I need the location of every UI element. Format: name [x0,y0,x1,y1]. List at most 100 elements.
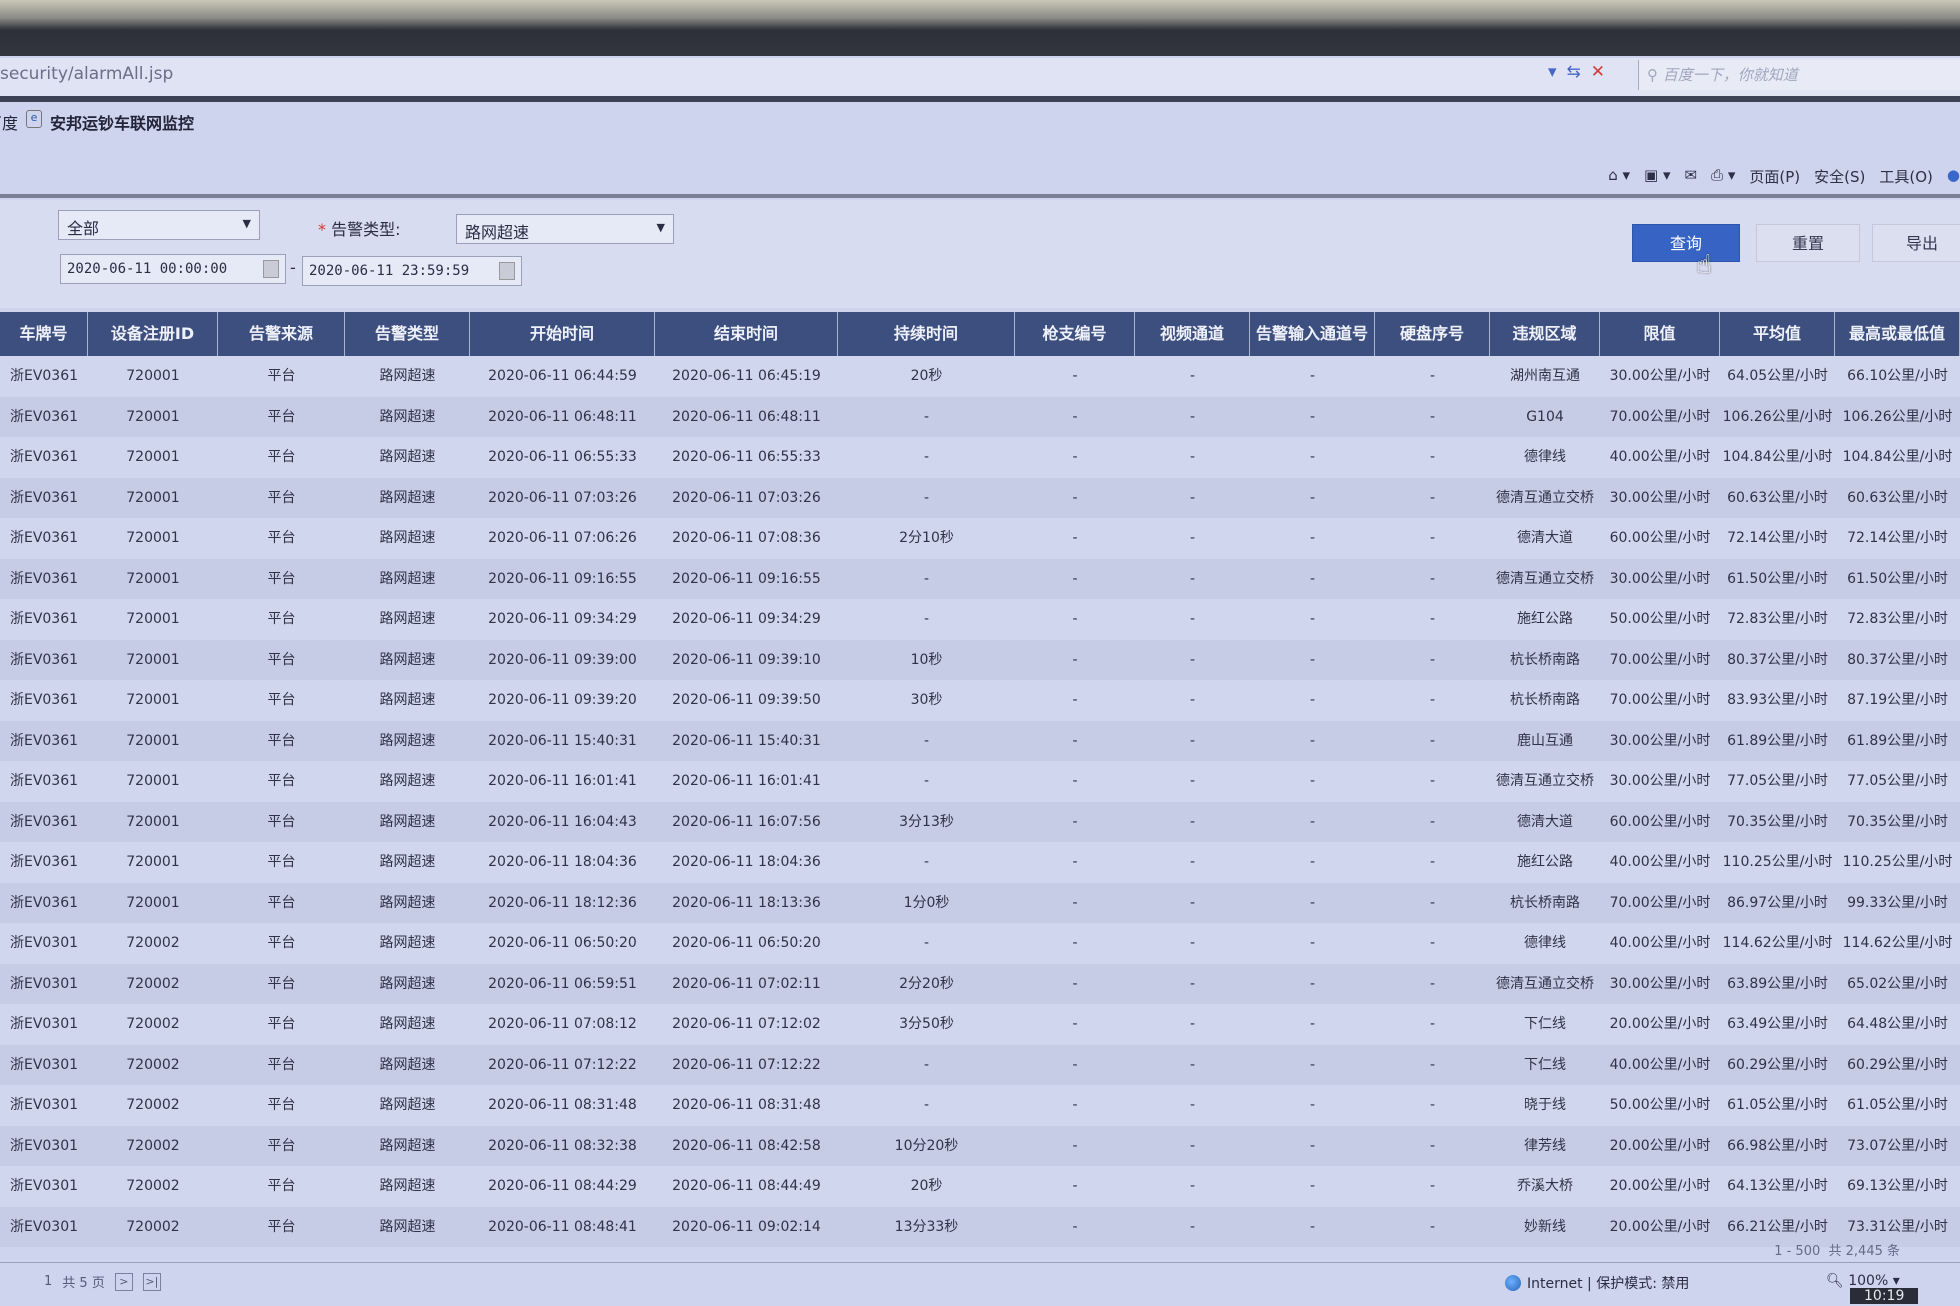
column-header-video-channel[interactable]: 视频通道 [1135,312,1250,356]
cell-video-channel: - [1189,530,1196,546]
column-header-gun-no[interactable]: 枪支编号 [1015,312,1135,356]
cell-start-time: 2020-06-11 08:32:38 [488,1137,637,1154]
home-icon[interactable]: ⌂ ▾ [1608,166,1631,184]
calendar-icon[interactable] [263,260,279,278]
column-header-type[interactable]: 告警类型 [345,312,470,356]
table-row[interactable]: 浙EV0361 720001 平台 路网超速 2020-06-11 09:34:29 20… [0,599,1960,640]
cell-peak: 80.37公里/小时 [1847,651,1948,668]
cell-area: 晓于线 [1524,1097,1566,1113]
table-row[interactable]: 浙EV0301 720002 平台 路网超速 2020-06-11 07:12:22 20… [0,1044,1960,1085]
cell-type: 路网超速 [379,489,436,506]
cell-plate: 浙EV0301 [9,975,79,992]
cell-peak: 64.48公里/小时 [1847,1016,1948,1032]
column-header-average[interactable]: 平均值 [1720,312,1835,356]
feeds-icon[interactable]: ▣ ▾ [1644,166,1671,184]
stop-icon[interactable]: ✕ [1590,62,1606,82]
table-row[interactable]: 浙EV0361 720001 平台 路网超速 2020-06-11 16:01:41 20… [0,761,1960,802]
current-page[interactable]: 1 [44,1274,53,1289]
query-button[interactable]: 查询 [1632,224,1740,262]
table-row[interactable]: 浙EV0361 720001 平台 路网超速 2020-06-11 09:39:20 20… [0,680,1960,721]
cell-type: 路网超速 [379,651,436,668]
cell-device-id: 720001 [126,692,180,708]
table-row[interactable]: 浙EV0361 720001 平台 路网超速 2020-06-11 18:04:36 20… [0,842,1960,883]
table-row[interactable]: 浙EV0301 720002 平台 路网超速 2020-06-11 06:59:51 20… [0,963,1960,1004]
table-row[interactable]: 浙EV0361 720001 平台 路网超速 2020-06-11 06:44:59 20… [0,356,1960,397]
column-header-source[interactable]: 告警来源 [218,312,345,356]
dropdown-icon[interactable]: ▾ [1548,62,1557,82]
reset-button[interactable]: 重置 [1756,224,1860,262]
cell-disk-no: - [1429,368,1436,384]
last-page-button[interactable]: >| [142,1272,161,1291]
table-row[interactable]: 浙EV0301 720002 平台 路网超速 2020-06-11 08:32:38 20… [0,1125,1960,1166]
table-row[interactable]: 浙EV0361 720001 平台 路网超速 2020-06-11 07:06:26 20… [0,518,1960,559]
search-input[interactable]: ⚲ 百度一下，你就知道 [1638,60,1960,90]
next-page-button[interactable]: > [114,1272,133,1291]
cell-average: 77.05公里/小时 [1727,773,1828,789]
table-row[interactable]: 浙EV0361 720001 平台 路网超速 2020-06-11 09:39:00 20… [0,639,1960,680]
table-row[interactable]: 浙EV0361 720001 平台 路网超速 2020-06-11 07:03:26 20… [0,477,1960,518]
cell-source: 平台 [267,813,296,830]
table-row[interactable]: 浙EV0361 720001 平台 路网超速 2020-06-11 06:48:11 20… [0,396,1960,437]
column-header-end-time[interactable]: 结束时间 [655,312,838,356]
menu-safety[interactable]: 安全(S) [1814,168,1866,186]
start-date-input[interactable]: 2020-06-11 00:00:00 [60,254,286,284]
cell-peak: 87.19公里/小时 [1847,692,1948,708]
table-row[interactable]: 浙EV0301 720002 平台 路网超速 2020-06-11 08:31:48 20… [0,1085,1960,1126]
column-header-device-id[interactable]: 设备注册ID [88,312,218,356]
column-header-duration[interactable]: 持续时间 [838,312,1015,356]
column-header-area[interactable]: 违规区域 [1490,312,1600,356]
column-header-plate[interactable]: 车牌号 [0,312,88,356]
cell-duration: 10分20秒 [894,1137,959,1154]
cell-peak: 114.62公里/小时 [1842,935,1953,951]
cell-end-time: 2020-06-11 06:50:20 [672,935,821,951]
cell-limit: 30.00公里/小时 [1609,975,1711,992]
scope-select[interactable]: 全部 ▼ [58,210,260,240]
cell-type: 路网超速 [379,773,436,789]
column-header-peak[interactable]: 最高或最低值 [1835,312,1960,356]
table-row[interactable]: 浙EV0301 720002 平台 路网超速 2020-06-11 08:48:41 20… [0,1206,1960,1247]
menu-page[interactable]: 页面(P) [1749,168,1801,186]
globe-icon [1505,1275,1521,1291]
cell-plate: 浙EV0361 [9,408,79,425]
zoom-level[interactable]: 🔍︎ 100% ▾ [1826,1273,1900,1289]
table-row[interactable]: 浙EV0301 720002 平台 路网超速 2020-06-11 07:08:12 20… [0,1004,1960,1045]
cell-end-time: 2020-06-11 09:16:55 [672,570,821,587]
cell-duration: 3分13秒 [899,813,954,830]
cell-input-channel: - [1309,854,1316,870]
table-row[interactable]: 浙EV0361 720001 平台 路网超速 2020-06-11 09:16:55 20… [0,558,1960,599]
column-header-limit[interactable]: 限值 [1600,312,1720,356]
help-icon[interactable]: ● [1946,166,1960,184]
column-header-input-channel[interactable]: 告警输入通道号 [1250,312,1375,356]
cell-plate: 浙EV0301 [9,1218,79,1235]
cell-peak: 65.02公里/小时 [1847,975,1948,992]
mail-icon[interactable]: ✉ [1684,166,1698,184]
cell-peak: 60.63公里/小时 [1847,489,1948,506]
favorite-baidu[interactable]: 百度 [0,114,19,133]
column-header-disk-no[interactable]: 硬盘序号 [1375,312,1490,356]
table-row[interactable]: 浙EV0361 720001 平台 路网超速 2020-06-11 15:40:31 20… [0,720,1960,761]
cell-source: 平台 [267,692,296,708]
table-row[interactable]: 浙EV0361 720001 平台 路网超速 2020-06-11 06:55:33 20… [0,437,1960,478]
table-row[interactable]: 浙EV0361 720001 平台 路网超速 2020-06-11 16:04:43 20… [0,801,1960,842]
favorite-monitor[interactable]: 安邦运钞车联网监控 [50,114,195,133]
cell-input-channel: - [1309,489,1316,506]
column-header-start-time[interactable]: 开始时间 [470,312,655,356]
print-icon[interactable]: ⎙ ▾ [1711,166,1736,184]
menu-tools[interactable]: 工具(O) [1879,168,1933,186]
table-row[interactable]: 浙EV0361 720001 平台 路网超速 2020-06-11 18:12:36 20… [0,882,1960,923]
end-date-input[interactable]: 2020-06-11 23:59:59 [302,256,522,286]
cell-source: 平台 [267,570,296,587]
refresh-icon[interactable]: ⇆ [1566,62,1581,82]
table-row[interactable]: 浙EV0301 720002 平台 路网超速 2020-06-11 08:44:29 20… [0,1166,1960,1207]
cell-end-time: 2020-06-11 08:42:58 [672,1137,821,1154]
cell-end-time: 2020-06-11 07:03:26 [672,489,821,506]
calendar-icon[interactable] [499,262,515,280]
chevron-down-icon: ▼ [656,221,665,234]
table-row[interactable]: 浙EV0301 720002 平台 路网超速 2020-06-11 06:50:20 20… [0,923,1960,964]
cell-video-channel: - [1189,570,1196,587]
export-button[interactable]: 导出 [1872,224,1960,262]
url-field[interactable]: security/alarmAll.jsp [0,64,174,84]
cell-device-id: 720002 [126,1097,180,1113]
alarm-type-select[interactable]: 路网超速 ▼ [456,214,674,244]
cell-limit: 60.00公里/小时 [1609,530,1711,546]
